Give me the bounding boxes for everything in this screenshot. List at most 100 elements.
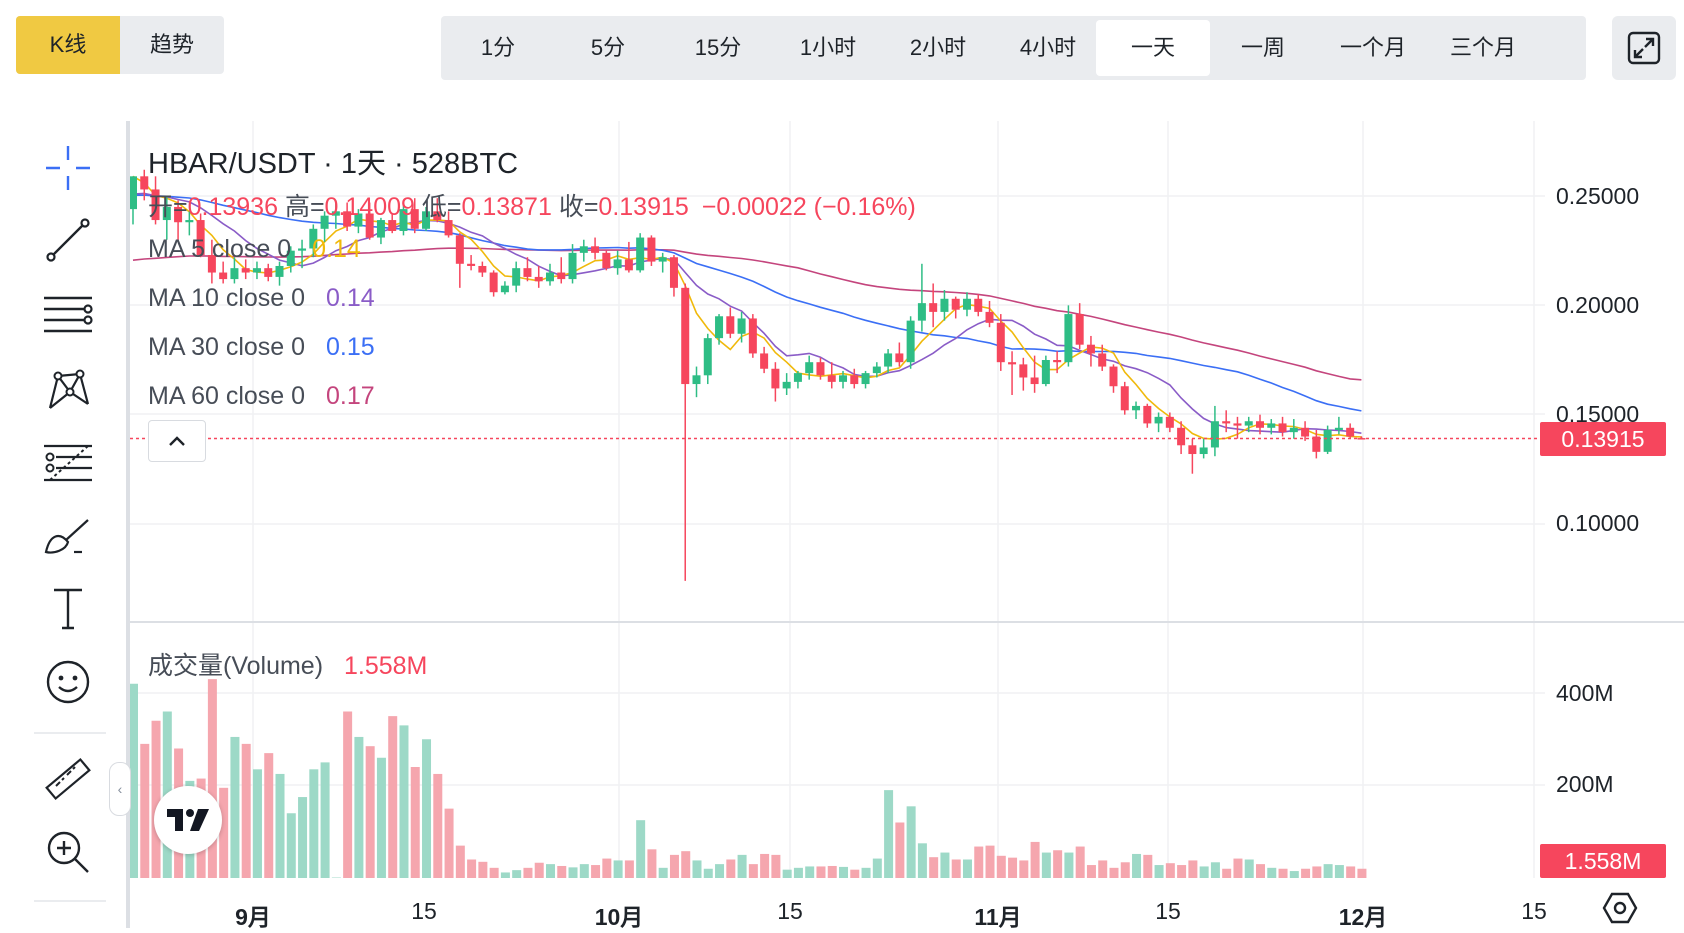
ma5-value: 0.14 [312,235,361,263]
volume-bar [1019,860,1028,878]
candle-body [670,257,678,288]
candle-body [230,268,238,279]
candle-body [1098,353,1106,366]
candle-body [1222,421,1230,423]
candle-body [1324,430,1332,452]
brush-tool[interactable] [40,508,96,564]
volume-bar [1008,858,1017,878]
candle-body [1132,406,1140,410]
high-label: 高= [285,193,325,221]
ruler-tool[interactable] [40,752,96,808]
ohlc-legend: 开=0.13936 高=0.14009 低=0.13871 收=0.13915 … [148,187,916,223]
high-value: 0.14009 [325,193,415,221]
volume-bar [1166,863,1175,878]
candle-body [1335,428,1343,430]
volume-bar [1256,864,1265,878]
open-value: 0.13936 [188,193,278,221]
candle-body [1064,314,1072,362]
volume-bar [873,859,882,878]
volume-bar [467,860,476,879]
volume-bar [433,774,442,878]
price-tick: 0.10000 [1556,510,1639,537]
candle-body [862,373,870,384]
volume-bar [557,866,566,878]
volume-bar [704,869,713,878]
volume-bar [828,866,837,878]
horizontal-lines-icon [42,290,94,338]
time-tick: 12月 [1339,898,1388,932]
ma5-legend[interactable]: MA 5 close 0 0.14 [148,235,361,264]
pattern-tool[interactable] [40,362,96,418]
pattern-icon [44,366,92,414]
volume-bar [974,847,983,878]
volume-bars [129,679,1366,878]
candle-body [738,318,746,333]
ma10-legend[interactable]: MA 10 close 0 0.14 [148,284,375,313]
volume-bar [1324,864,1333,878]
volume-bar [1211,862,1220,878]
candle-body [907,321,915,363]
zoom-in-tool[interactable] [40,824,96,880]
volume-bar [783,870,792,878]
candle-body [1245,421,1253,425]
volume-bar [884,790,893,878]
volume-bar [411,767,420,878]
tradingview-logo[interactable] [154,786,222,854]
volume-bar [1177,865,1186,878]
volume-bar [1200,866,1209,878]
ma10-label: MA 10 close 0 [148,284,305,312]
volume-bar [1098,860,1107,878]
crosshair-tool[interactable] [40,140,96,196]
candle-body [253,268,261,272]
candle-body [129,176,137,209]
candle-body [963,299,971,310]
candle-body [512,268,520,285]
candle-body [1279,423,1287,432]
volume-bar [862,868,871,878]
candle-body [1053,360,1061,362]
volume-bar [952,860,961,879]
volume-bar [907,806,916,878]
volume-bar [940,853,949,878]
toolbar-separator [34,732,106,734]
candle-body [828,375,836,382]
candle-body [726,316,734,333]
fib-tool[interactable] [40,436,96,492]
ma30-legend[interactable]: MA 30 close 0 0.15 [148,333,375,362]
candle-body [242,268,250,272]
candle-body [816,362,824,375]
trend-line-tool[interactable] [40,212,96,268]
candle-body [1233,423,1241,425]
ma30-value: 0.15 [326,333,375,361]
text-tool[interactable] [40,580,96,636]
time-tick: 9月 [235,898,271,932]
volume-bar [1155,865,1164,878]
time-tick: 11月 [974,898,1021,932]
candle-body [625,259,633,270]
ruler-icon [42,754,94,806]
volume-bar [839,867,848,878]
legend-collapse-button[interactable] [148,420,206,462]
chart-settings-button[interactable] [1600,888,1640,928]
collapse-toolbar-button[interactable]: ‹ [109,762,131,816]
horizontal-lines-tool[interactable] [40,286,96,342]
emoji-tool[interactable] [40,654,96,710]
candle-body [1155,417,1163,424]
volume-label: 成交量(Volume) [148,652,323,680]
volume-bar [749,864,758,878]
volume-bar [242,744,251,878]
ma60-legend[interactable]: MA 60 close 0 0.17 [148,382,375,411]
zoom-in-icon [44,828,92,876]
volume-bar [918,843,927,878]
volume-bar [478,862,487,878]
volume-bar [276,774,285,878]
volume-bar [546,864,555,878]
candle-body [1200,447,1208,454]
candle-body [704,338,712,375]
volume-bar [377,758,386,878]
time-tick: 15 [1521,898,1547,925]
candle-body [546,273,554,282]
volume-bar [523,868,532,878]
candle-body [884,353,892,366]
volume-bar [1053,850,1062,878]
